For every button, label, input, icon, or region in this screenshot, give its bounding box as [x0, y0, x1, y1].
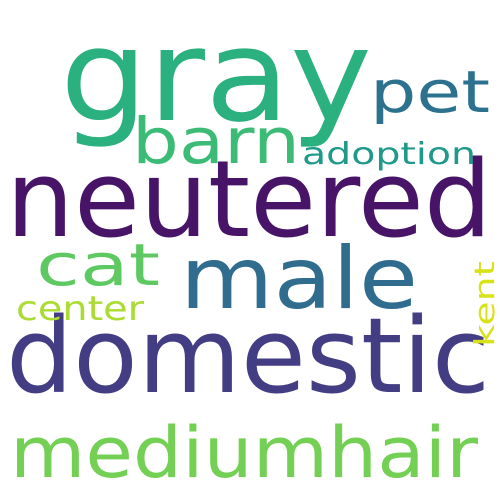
word-center: center: [16, 289, 144, 329]
word-adoption: adoption: [302, 137, 476, 172]
word-barn: barn: [132, 105, 300, 178]
word-cat: cat: [36, 231, 160, 299]
word-neutered: neutered: [6, 138, 492, 261]
word-pet: pet: [370, 58, 490, 126]
word-mediumhair: mediumhair: [10, 412, 478, 494]
word-kent: kent: [468, 261, 500, 347]
word-male: male: [180, 229, 418, 329]
word-gray: gray: [60, 2, 372, 151]
word-domestic: domestic: [6, 295, 490, 417]
